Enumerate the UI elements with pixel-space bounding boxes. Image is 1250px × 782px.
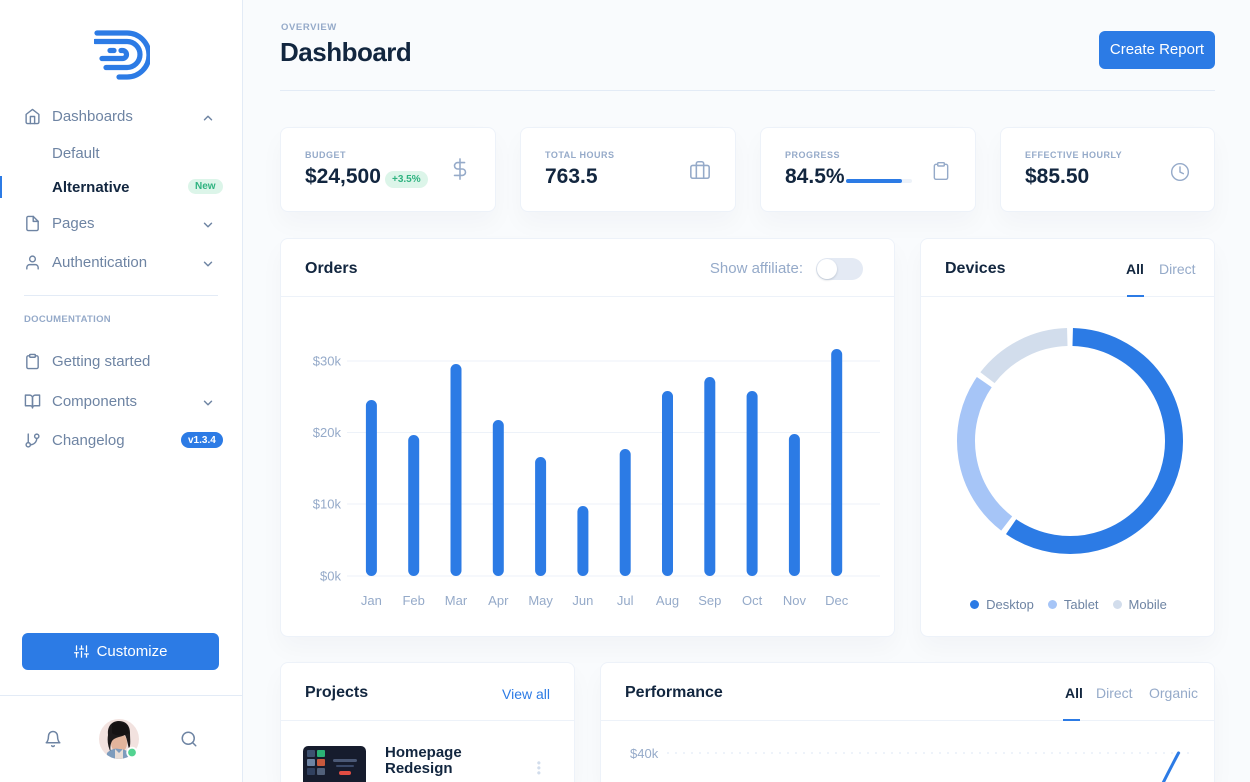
svg-text:Sep: Sep [698, 593, 721, 608]
svg-text:Oct: Oct [742, 593, 763, 608]
svg-text:$30k: $30k [313, 354, 342, 369]
svg-text:Jun: Jun [572, 593, 593, 608]
svg-text:Jan: Jan [361, 593, 382, 608]
svg-text:$20k: $20k [313, 425, 342, 440]
svg-text:$10k: $10k [313, 497, 342, 512]
svg-text:Feb: Feb [402, 593, 424, 608]
svg-text:Dec: Dec [825, 593, 849, 608]
svg-text:Apr: Apr [488, 593, 509, 608]
svg-text:Aug: Aug [656, 593, 679, 608]
svg-text:May: May [528, 593, 553, 608]
svg-text:Mar: Mar [445, 593, 468, 608]
svg-text:$0k: $0k [320, 569, 341, 584]
svg-text:Nov: Nov [783, 593, 807, 608]
svg-text:Jul: Jul [617, 593, 634, 608]
